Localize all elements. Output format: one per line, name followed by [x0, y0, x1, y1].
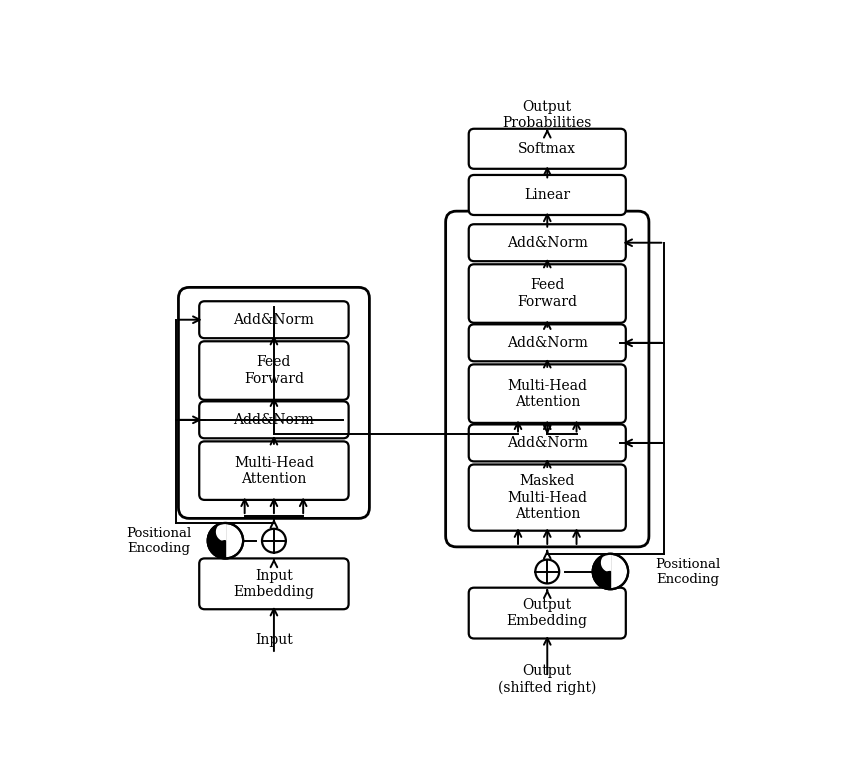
FancyBboxPatch shape	[468, 588, 626, 639]
FancyBboxPatch shape	[468, 129, 626, 169]
FancyBboxPatch shape	[468, 464, 626, 531]
FancyBboxPatch shape	[468, 324, 626, 361]
Text: Add&Norm: Add&Norm	[507, 436, 587, 450]
Text: Positional
Encoding: Positional Encoding	[126, 527, 191, 555]
Polygon shape	[217, 541, 225, 558]
Text: Input: Input	[255, 633, 292, 647]
Text: Multi-Head
Attention: Multi-Head Attention	[234, 455, 314, 486]
Polygon shape	[602, 554, 610, 571]
Polygon shape	[602, 571, 610, 589]
Text: Multi-Head
Attention: Multi-Head Attention	[507, 379, 587, 409]
Text: Add&Norm: Add&Norm	[507, 336, 587, 350]
Text: Feed
Forward: Feed Forward	[518, 278, 577, 308]
Text: Output
Embedding: Output Embedding	[507, 598, 588, 628]
FancyBboxPatch shape	[199, 301, 348, 338]
Polygon shape	[217, 523, 225, 541]
Polygon shape	[592, 554, 610, 589]
FancyBboxPatch shape	[468, 364, 626, 423]
Text: Masked
Multi-Head
Attention: Masked Multi-Head Attention	[507, 474, 587, 521]
Text: Add&Norm: Add&Norm	[507, 236, 587, 249]
Text: Output
(shifted right): Output (shifted right)	[498, 664, 597, 695]
FancyBboxPatch shape	[468, 175, 626, 215]
Polygon shape	[207, 523, 225, 558]
Text: Softmax: Softmax	[518, 142, 576, 156]
Text: Linear: Linear	[524, 188, 570, 202]
Text: Add&Norm: Add&Norm	[234, 413, 314, 427]
Text: Add&Norm: Add&Norm	[234, 313, 314, 327]
Text: Input
Embedding: Input Embedding	[234, 568, 314, 599]
Circle shape	[207, 523, 243, 558]
FancyBboxPatch shape	[199, 402, 348, 438]
FancyBboxPatch shape	[468, 264, 626, 323]
Text: Output
Probabilities: Output Probabilities	[502, 99, 592, 130]
Circle shape	[592, 554, 628, 589]
FancyBboxPatch shape	[468, 224, 626, 261]
FancyBboxPatch shape	[199, 341, 348, 400]
FancyBboxPatch shape	[199, 441, 348, 500]
Text: Feed
Forward: Feed Forward	[244, 356, 304, 386]
Text: Positional
Encoding: Positional Encoding	[654, 558, 720, 585]
FancyBboxPatch shape	[199, 558, 348, 609]
FancyBboxPatch shape	[468, 425, 626, 461]
